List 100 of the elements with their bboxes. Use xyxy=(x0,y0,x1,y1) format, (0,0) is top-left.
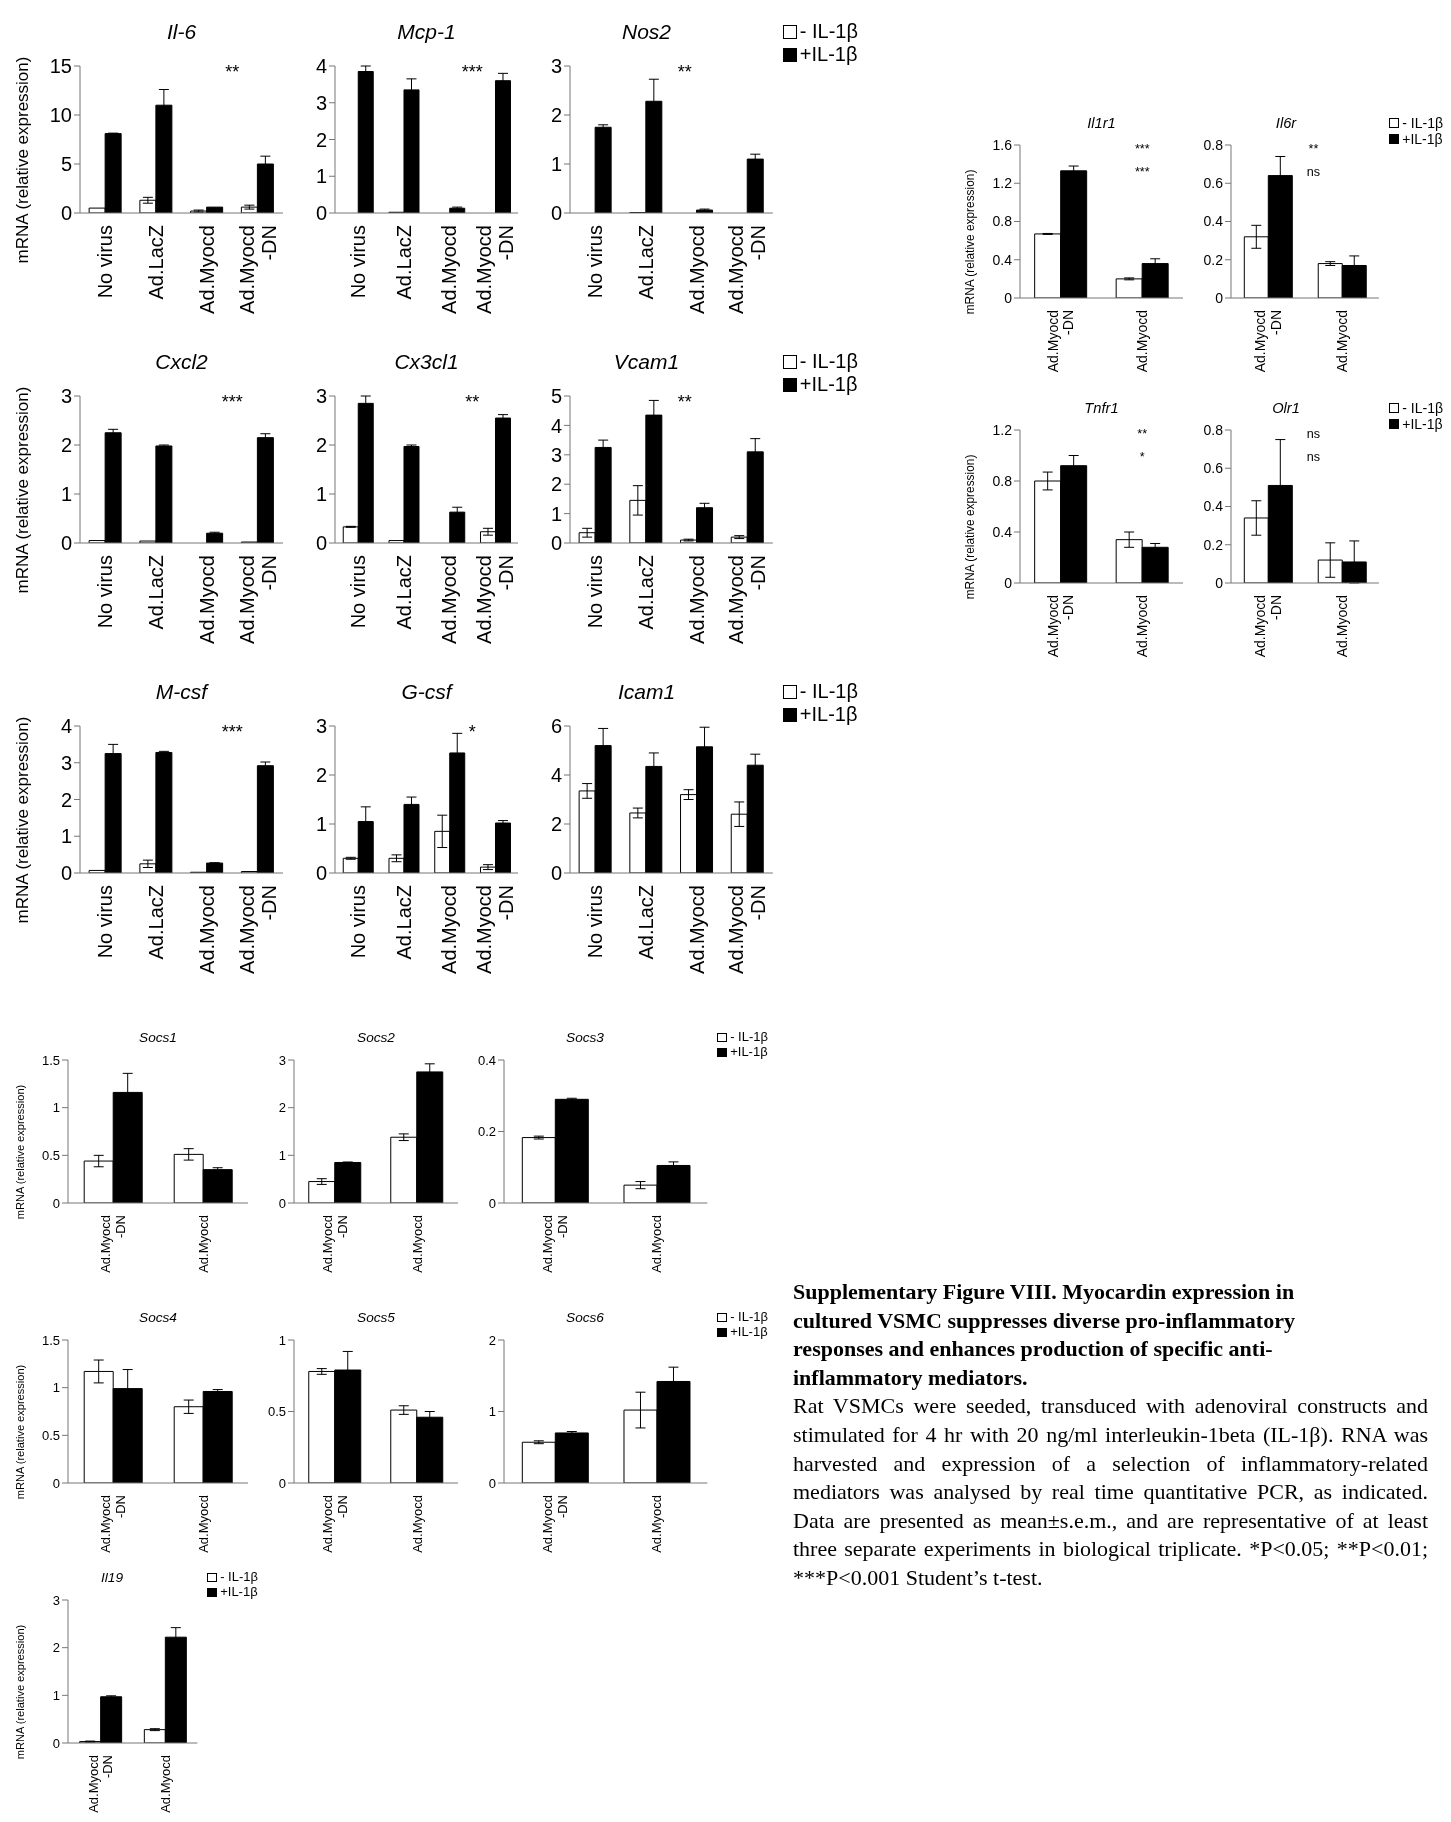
y-tick-label: 0 xyxy=(550,202,562,225)
y-tick-label: 0.6 xyxy=(1203,460,1224,477)
y-tick-label: 2 xyxy=(60,434,72,457)
y-axis-title: mRNA (relative expression) xyxy=(963,454,977,599)
chart-title: Il19 xyxy=(100,1570,124,1585)
y-tick-label: 1 xyxy=(315,483,327,506)
y-tick-label: 0 xyxy=(315,532,327,555)
y-tick-label: 0 xyxy=(550,532,562,555)
chart-title: Il1r1 xyxy=(1086,115,1117,131)
x-tick-label: Ad.Myocd xyxy=(409,1215,425,1273)
annotation: ** xyxy=(224,62,241,83)
y-tick-label: 2 xyxy=(278,1100,286,1116)
x-tick-label: Ad.Myocd -DN xyxy=(725,555,770,644)
x-tick-label: Ad.Myocd -DN xyxy=(98,1495,128,1553)
annotation: *** xyxy=(460,62,484,83)
chart-title: Socs1 xyxy=(138,1030,178,1045)
y-tick-label: 1 xyxy=(315,813,327,836)
legend-label: +IL-1β xyxy=(1402,131,1443,148)
x-tick-label: No virus xyxy=(584,225,607,299)
y-tick-label: 0.4 xyxy=(1203,213,1224,230)
y-tick-label: 2 xyxy=(315,128,327,151)
legend-label: - IL-1β xyxy=(220,1569,258,1585)
y-tick-label: 0 xyxy=(1004,574,1013,591)
y-tick-label: 2 xyxy=(550,104,562,127)
y-tick-label: 2 xyxy=(488,1332,496,1348)
chart-title: Cx3cl1 xyxy=(393,350,460,374)
x-tick-label: Ad.Myocd -DN xyxy=(98,1215,128,1273)
x-tick-label: Ad.Myocd xyxy=(649,1215,665,1273)
chart-title: Vcam1 xyxy=(612,350,681,374)
y-axis-title: mRNA (relative expression) xyxy=(13,716,33,923)
y-tick-label: 1.5 xyxy=(41,1332,60,1348)
x-tick-label: Ad.LacZ xyxy=(635,555,658,630)
chart-title: Il6r xyxy=(1274,115,1298,131)
x-tick-label: Ad.LacZ xyxy=(392,885,415,960)
y-tick-label: 2 xyxy=(550,813,562,836)
legend-label: +IL-1β xyxy=(730,1323,768,1340)
y-axis-title: mRNA (relative expression) xyxy=(13,386,33,593)
y-tick-label: 1 xyxy=(52,1100,60,1116)
legend-label: - IL-1β xyxy=(1402,115,1443,132)
x-tick-label: Ad.Myocd -DN xyxy=(235,885,280,974)
x-tick-label: Ad.Myocd xyxy=(157,1755,173,1813)
y-tick-label: 1 xyxy=(52,1687,60,1703)
annotation: *** xyxy=(220,722,244,743)
y-tick-label: 2 xyxy=(52,1640,60,1656)
chart-title: Mcp-1 xyxy=(396,20,457,44)
y-tick-label: 4 xyxy=(315,55,327,78)
x-tick-label: Ad.Myocd -DN xyxy=(1044,310,1077,373)
legend-label: - IL-1β xyxy=(730,1309,768,1325)
legend-label: - IL-1β xyxy=(799,680,858,703)
x-tick-label: Ad.LacZ xyxy=(145,885,168,960)
legend-label: - IL-1β xyxy=(799,20,858,43)
y-tick-label: 1 xyxy=(488,1404,496,1420)
x-tick-label: Ad.Myocd xyxy=(438,885,461,974)
x-tick-label: Ad.Myocd -DN xyxy=(1044,595,1077,658)
y-tick-label: 0.8 xyxy=(1203,421,1224,438)
y-tick-label: 1.5 xyxy=(41,1052,60,1068)
y-tick-label: 0.2 xyxy=(1203,251,1224,268)
legend-label: +IL-1β xyxy=(799,373,858,396)
x-tick-label: Ad.Myocd xyxy=(685,885,708,974)
x-tick-label: Ad.Myocd -DN xyxy=(320,1215,350,1273)
y-tick-label: 0 xyxy=(488,1475,496,1491)
y-tick-label: 4 xyxy=(60,715,72,738)
y-tick-label: 1 xyxy=(60,483,72,506)
x-tick-label: Ad.Myocd xyxy=(1333,310,1350,373)
x-tick-label: Ad.Myocd -DN xyxy=(473,225,518,314)
x-tick-label: Ad.LacZ xyxy=(392,225,415,300)
y-tick-label: 0.5 xyxy=(41,1147,60,1163)
annotation: * xyxy=(1138,449,1146,464)
y-tick-label: 1 xyxy=(52,1380,60,1396)
y-tick-label: 3 xyxy=(550,55,562,78)
y-tick-label: 0 xyxy=(1004,289,1013,306)
x-tick-label: No virus xyxy=(584,885,607,959)
x-tick-label: Ad.Myocd -DN xyxy=(473,555,518,644)
y-tick-label: 10 xyxy=(49,104,72,127)
y-tick-label: 2 xyxy=(315,434,327,457)
y-tick-label: 0.4 xyxy=(992,251,1013,268)
legend-label: +IL-1β xyxy=(220,1583,258,1600)
y-tick-label: 0 xyxy=(488,1195,496,1211)
x-tick-label: No virus xyxy=(94,555,117,629)
chart-title: Il-6 xyxy=(165,20,198,44)
annotation: * xyxy=(467,722,477,743)
annotation: *** xyxy=(1133,164,1151,179)
y-tick-label: 2 xyxy=(315,764,327,787)
y-tick-label: 0.2 xyxy=(1203,536,1224,553)
annotation: ** xyxy=(1136,427,1149,442)
x-tick-label: Ad.Myocd -DN xyxy=(235,555,280,644)
annotation: *** xyxy=(220,392,244,413)
y-tick-label: 0 xyxy=(550,862,562,885)
x-tick-label: Ad.LacZ xyxy=(635,885,658,960)
y-tick-label: 15 xyxy=(49,55,72,78)
x-tick-label: Ad.Myocd xyxy=(685,555,708,644)
x-tick-label: Ad.Myocd xyxy=(1333,595,1350,658)
chart-title: Socs3 xyxy=(565,1030,605,1045)
annotation: ** xyxy=(676,62,693,83)
y-tick-label: 1 xyxy=(550,502,562,525)
x-tick-label: Ad.Myocd xyxy=(649,1495,665,1553)
x-tick-label: No virus xyxy=(346,555,369,629)
x-tick-label: Ad.Myocd -DN xyxy=(85,1755,116,1813)
legend-label: - IL-1β xyxy=(1402,400,1443,417)
x-tick-label: Ad.Myocd -DN xyxy=(725,885,770,974)
